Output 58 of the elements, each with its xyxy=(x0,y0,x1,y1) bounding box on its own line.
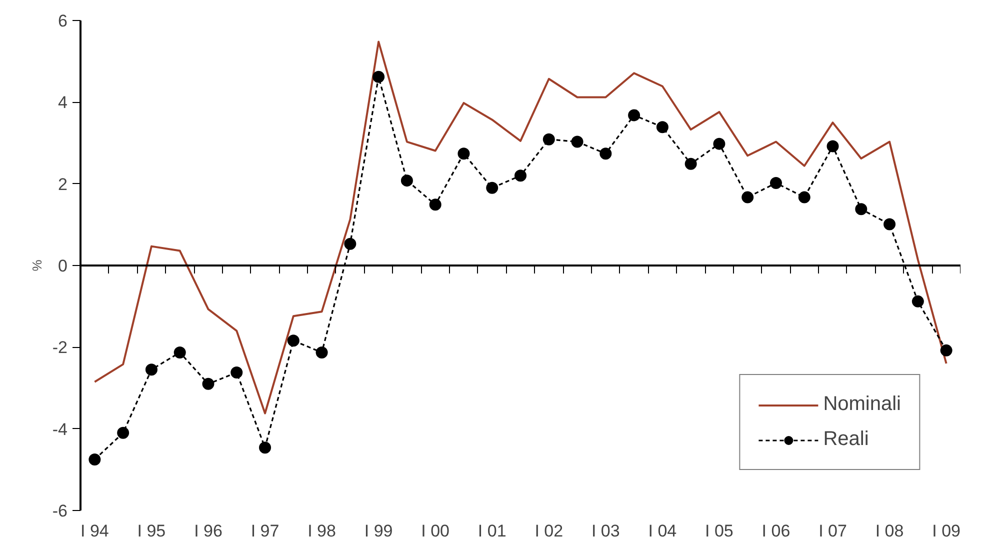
y-tick-label: -4 xyxy=(52,420,68,439)
point xyxy=(912,295,924,308)
x-tick-label: I 99 xyxy=(364,522,393,540)
point xyxy=(372,70,385,83)
point xyxy=(571,136,584,148)
point xyxy=(174,346,186,358)
y-tick-label: -2 xyxy=(52,338,68,358)
legend-label: Nominali xyxy=(823,393,901,416)
point xyxy=(742,191,754,204)
x-tick-label: I 08 xyxy=(875,522,904,540)
point xyxy=(770,177,782,190)
x-tick-label: I 94 xyxy=(80,522,109,540)
x-tick-label: I 02 xyxy=(534,522,564,540)
x-tick-label: I 96 xyxy=(194,522,222,540)
y-tick-label: 2 xyxy=(58,174,68,194)
y-axis-title: % xyxy=(29,259,44,272)
point xyxy=(486,182,498,194)
x-tick-label: I 03 xyxy=(591,522,620,540)
point xyxy=(88,453,101,466)
point xyxy=(344,238,356,250)
x-tick-label: I 98 xyxy=(308,522,336,540)
x-tick-label: I 06 xyxy=(762,522,790,540)
point xyxy=(855,203,868,216)
point xyxy=(429,198,442,211)
x-tick-label: I 07 xyxy=(818,522,847,540)
x-tick-label: I 95 xyxy=(137,522,166,540)
y-tick-label: 0 xyxy=(58,256,68,276)
legend-label: Reali xyxy=(823,428,869,451)
point xyxy=(458,148,470,160)
point xyxy=(202,378,214,390)
x-tick-label: I 97 xyxy=(250,522,280,540)
point xyxy=(316,346,328,358)
point xyxy=(884,218,896,230)
point xyxy=(713,138,726,150)
point xyxy=(287,334,300,347)
x-tick-label: I 01 xyxy=(478,522,506,540)
point xyxy=(117,426,130,439)
x-tick-label: I 09 xyxy=(932,522,960,540)
x-tick-label: I 04 xyxy=(648,522,677,540)
line-series xyxy=(94,40,948,414)
point xyxy=(600,148,612,160)
point xyxy=(628,109,640,122)
x-tick-label: I 00 xyxy=(421,522,450,540)
x-tick-label: I 05 xyxy=(705,522,734,540)
point xyxy=(400,174,413,187)
y-tick-label: 4 xyxy=(58,93,68,112)
y-tick-label: 6 xyxy=(58,12,68,30)
point xyxy=(826,140,839,152)
point xyxy=(684,158,697,170)
point xyxy=(656,121,668,134)
point xyxy=(798,191,810,204)
point xyxy=(230,366,243,378)
point xyxy=(259,442,272,454)
point xyxy=(145,364,158,376)
point xyxy=(514,170,526,182)
point xyxy=(542,133,555,146)
y-tick-label: -6 xyxy=(52,502,68,520)
point xyxy=(940,344,952,356)
